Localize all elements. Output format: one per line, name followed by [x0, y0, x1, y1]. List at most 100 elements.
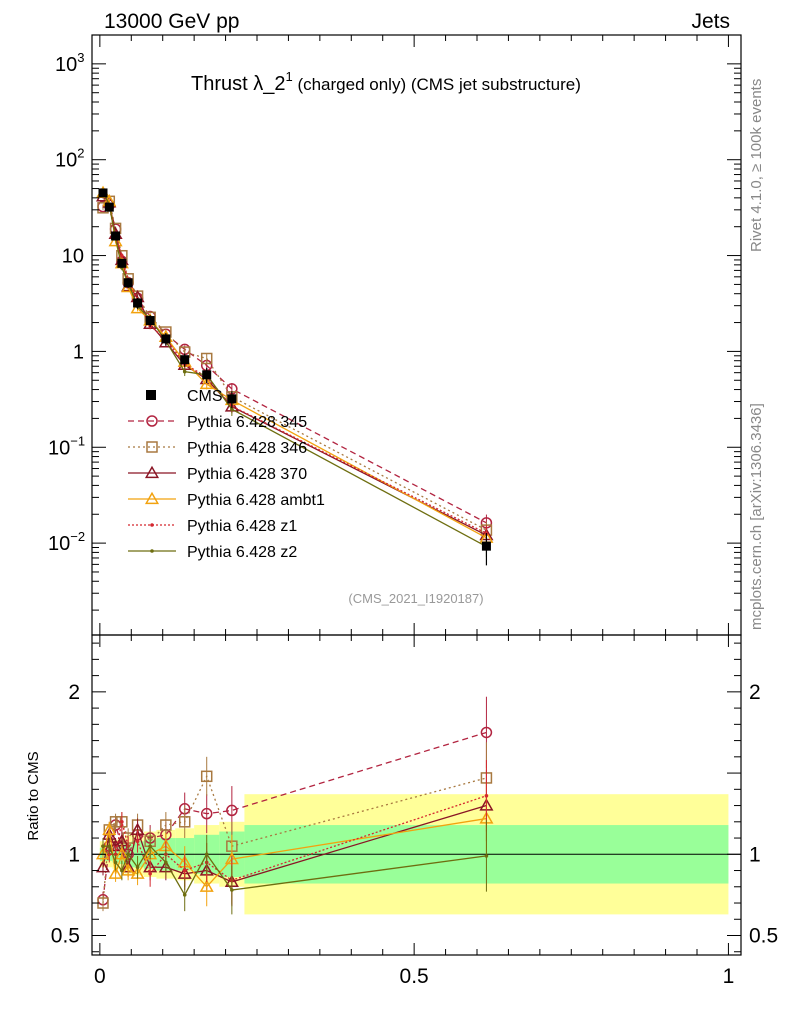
data-point [98, 188, 108, 198]
x-tick-label: 0 [94, 965, 106, 988]
x-tick-label: 1 [723, 965, 735, 988]
plot-title: Thrust λ_21 (charged only) (CMS jet subs… [191, 69, 581, 95]
data-point [227, 394, 237, 404]
legend-label: Pythia 6.428 ambt1 [187, 492, 325, 509]
legend-marker [144, 491, 160, 505]
series-ratio-line [102, 817, 487, 888]
series-ratio-point [204, 852, 209, 857]
y-tick-label: 10 [62, 246, 84, 268]
series-ratio-point [114, 847, 129, 860]
series-main-point [120, 253, 124, 258]
legend-marker [146, 415, 158, 427]
series-main-point [200, 352, 213, 365]
ratio-panel-frame [91, 634, 742, 956]
series-ratio-point [95, 860, 111, 873]
series-main-line [102, 200, 487, 531]
ratio-y-tick-label-right: 2 [749, 681, 761, 704]
series-ratio-point [230, 888, 234, 892]
ratio-y-tick-label-right: 1 [749, 843, 761, 866]
y-tick-label-exp: 2 [77, 146, 84, 161]
series-ratio-point [480, 726, 493, 739]
data-point [161, 334, 171, 344]
y-tick-label-exp: 3 [77, 50, 84, 65]
legend-label: Pythia 6.428 345 [187, 414, 307, 431]
y-tick-label: 103 [55, 50, 84, 76]
legend-label: Pythia 6.428 z1 [187, 518, 297, 535]
main-series-lines [95, 185, 494, 566]
legend: CMS Pythia 6.428 345 Pythia 6.428 346 Pythi… [128, 388, 325, 561]
series-main-point [199, 376, 214, 390]
data-point [145, 316, 155, 326]
series-main-point [108, 234, 123, 247]
series-ratio-point [199, 879, 214, 892]
data-point [117, 258, 127, 268]
series-ratio-point [120, 868, 124, 873]
y-tick-label-base: 10 [48, 533, 70, 555]
data-point [123, 278, 133, 288]
series-ratio-point [113, 860, 118, 865]
legend-marker [144, 465, 160, 479]
ratio-y-tick-label: 2 [68, 681, 80, 704]
series-ratio-point [95, 847, 111, 860]
series-main-point [182, 369, 187, 374]
series-main-point [130, 301, 145, 314]
mcplots-label: mcplots.cern.ch [arXiv:1306.3436] [748, 403, 765, 630]
plot-title-main: Thrust λ_2 [191, 73, 285, 95]
data-point [202, 370, 212, 380]
series-ratio-point [148, 871, 152, 876]
data-point [133, 298, 143, 308]
ratio-series-lines [95, 696, 494, 915]
series-ratio-point [135, 865, 140, 870]
legend-marker [150, 523, 154, 527]
series-ratio-point [135, 839, 140, 844]
y-tick-label-exp: −1 [70, 433, 85, 448]
y-tick-label-exp: −2 [70, 529, 85, 544]
legend-label: Pythia 6.428 346 [187, 440, 307, 457]
y-tick-label: 10−2 [48, 529, 85, 555]
series-ratio-point [121, 863, 136, 876]
series-main-line [102, 195, 487, 536]
legend-label: Pythia 6.428 370 [187, 466, 307, 483]
series-ratio-point [178, 816, 191, 828]
plot-title-rest: (charged only) (CMS jet substructure) [293, 75, 581, 94]
series-ratio-point [120, 820, 124, 824]
series-main-point [230, 407, 234, 411]
series-main-line [102, 192, 487, 539]
y-tick-label: 1 [73, 341, 84, 363]
data-point [180, 355, 190, 365]
ratio-y-tick-label: 1 [68, 843, 80, 866]
series-ratio-point [102, 822, 117, 835]
series-ratio-point [200, 770, 213, 783]
x-tick-label: 0.5 [400, 965, 429, 988]
series-ratio-point [107, 844, 112, 848]
header-left-label: 13000 GeV pp [104, 10, 239, 33]
analysis-tag: (CMS_2021_I1920187) [348, 591, 483, 606]
y-tick-label-base: 10 [55, 150, 77, 172]
y-tick-label-base: 10 [55, 54, 77, 76]
series-ratio-point [182, 893, 187, 897]
series-ratio-point [182, 868, 187, 873]
ratio-y-tick-label: 0.5 [51, 925, 80, 948]
series-ratio-point [200, 807, 213, 820]
legend-marker [150, 549, 154, 553]
plot-title-sup: 1 [285, 69, 292, 84]
y-tick-label-base: 10 [48, 437, 70, 459]
series-ratio-point [160, 819, 172, 831]
legend-label: Pythia 6.428 z2 [187, 544, 297, 561]
series-ratio-point [126, 852, 130, 857]
header-right-label: Jets [691, 10, 730, 33]
y-tick-label: 10−1 [48, 433, 85, 459]
series-ratio-point [164, 860, 168, 865]
series-ratio-point [484, 794, 489, 798]
ratio-y-tick-label-right: 0.5 [749, 925, 778, 948]
ratio-ylabel: Ratio to CMS [25, 751, 42, 840]
rivet-label: Rivet 4.1.0, ≥ 100k events [748, 79, 765, 252]
data-point [104, 202, 114, 212]
series-ratio-point [108, 866, 123, 879]
legend-marker [146, 441, 158, 453]
legend-label: CMS [187, 388, 223, 405]
legend-marker-data [146, 390, 156, 400]
series-ratio-line [102, 774, 487, 904]
